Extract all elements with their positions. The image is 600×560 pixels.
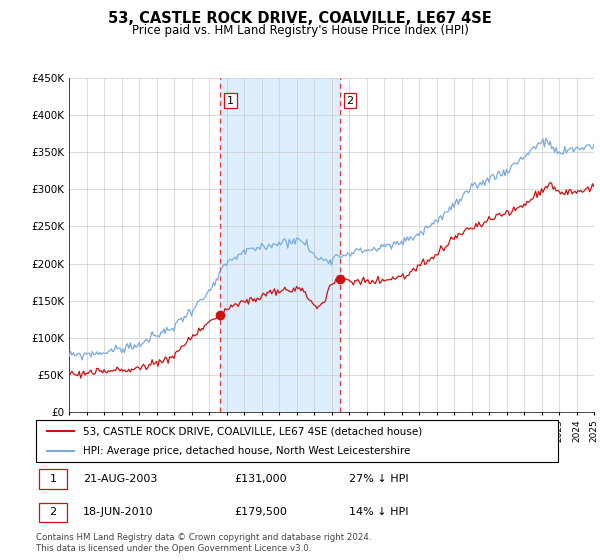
FancyBboxPatch shape	[38, 469, 67, 489]
Text: £179,500: £179,500	[235, 507, 287, 517]
Text: 14% ↓ HPI: 14% ↓ HPI	[349, 507, 409, 517]
Text: 2: 2	[347, 96, 353, 106]
Text: 18-JUN-2010: 18-JUN-2010	[83, 507, 154, 517]
Bar	[220, 78, 340, 412]
Text: 53, CASTLE ROCK DRIVE, COALVILLE, LE67 4SE: 53, CASTLE ROCK DRIVE, COALVILLE, LE67 4…	[108, 11, 492, 26]
Text: 21-AUG-2003: 21-AUG-2003	[83, 474, 157, 484]
Text: 2: 2	[49, 507, 56, 517]
Text: HPI: Average price, detached house, North West Leicestershire: HPI: Average price, detached house, Nort…	[83, 446, 410, 456]
FancyBboxPatch shape	[36, 420, 558, 462]
Text: Contains HM Land Registry data © Crown copyright and database right 2024.
This d: Contains HM Land Registry data © Crown c…	[36, 533, 371, 553]
FancyBboxPatch shape	[38, 503, 67, 522]
Text: 1: 1	[49, 474, 56, 484]
Text: 1: 1	[227, 96, 234, 106]
Text: £131,000: £131,000	[235, 474, 287, 484]
Text: Price paid vs. HM Land Registry's House Price Index (HPI): Price paid vs. HM Land Registry's House …	[131, 24, 469, 36]
Text: 27% ↓ HPI: 27% ↓ HPI	[349, 474, 409, 484]
Text: 53, CASTLE ROCK DRIVE, COALVILLE, LE67 4SE (detached house): 53, CASTLE ROCK DRIVE, COALVILLE, LE67 4…	[83, 426, 422, 436]
